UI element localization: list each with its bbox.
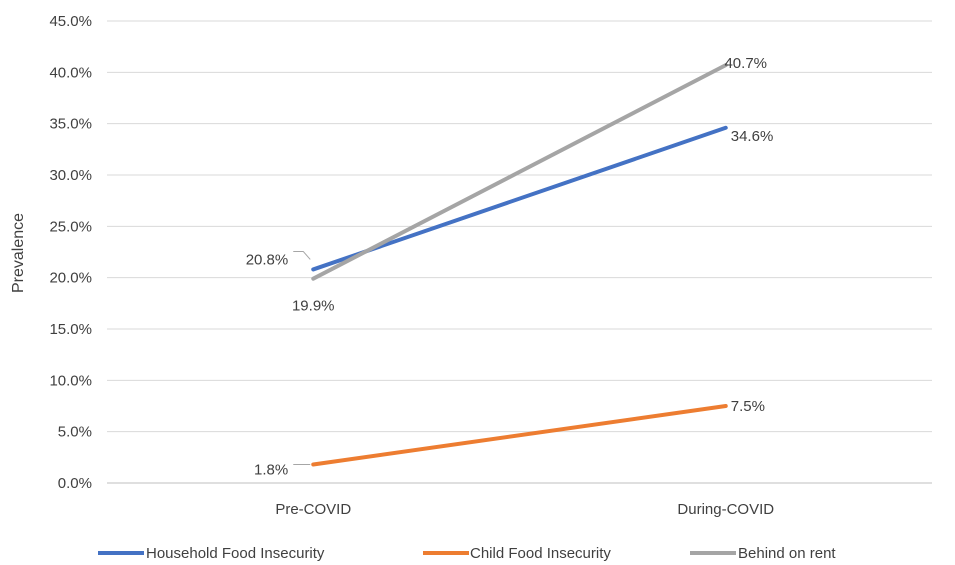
y-tick-label: 25.0% [49,218,92,235]
data-label-leader [293,250,311,260]
series-line-child-food-insecurity [311,404,728,467]
data-labels: 20.8% 34.6% 1.8% 7.5% 19.9% 40.7% [246,55,774,478]
series-line-behind-on-rent [311,63,728,281]
y-tick-label: 40.0% [49,64,92,81]
data-label: 34.6% [731,128,774,145]
y-axis-tick-labels: 0.0% 5.0% 10.0% 15.0% 20.0% 25.0% 30.0% 35.0% 40… [49,13,92,492]
legend-label: Household Food Insecurity [146,545,325,562]
data-label: 1.8% [254,462,288,479]
data-label: 40.7% [724,55,767,72]
series-lines [311,63,728,467]
y-tick-label: 45.0% [49,13,92,30]
y-tick-label: 0.0% [58,475,92,492]
legend-label: Child Food Insecurity [470,545,611,562]
legend-label: Behind on rent [738,545,836,562]
x-axis-tick-labels: Pre-COVID During-COVID [275,501,774,518]
series-line-household-food-insecurity [311,125,728,272]
y-tick-label: 10.0% [49,372,92,389]
legend: Household Food Insecurity Child Food Inse… [98,545,836,562]
x-tick-label: Pre-COVID [275,501,351,518]
y-tick-label: 15.0% [49,321,92,338]
data-label: 7.5% [731,398,765,415]
x-tick-label: During-COVID [677,501,774,518]
y-tick-label: 35.0% [49,116,92,133]
y-axis-title: Prevalence [10,213,27,293]
gridlines [107,20,932,484]
data-label: 19.9% [292,298,335,315]
data-label: 20.8% [246,251,289,268]
y-tick-label: 5.0% [58,424,92,441]
y-tick-label: 30.0% [49,167,92,184]
y-tick-label: 20.0% [49,270,92,287]
